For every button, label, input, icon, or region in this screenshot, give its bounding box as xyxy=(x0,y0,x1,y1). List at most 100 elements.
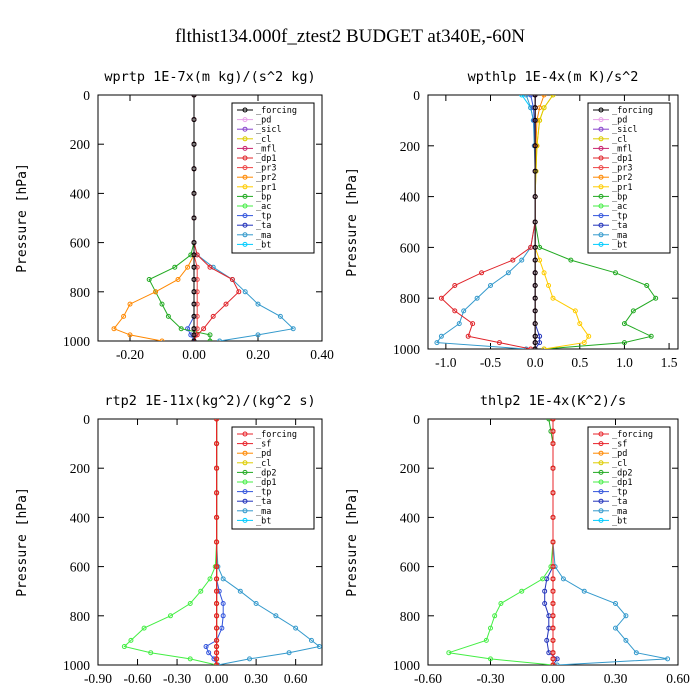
data-point xyxy=(194,326,200,332)
panel-title: thlp2 1E-4x(K^2)/s xyxy=(480,393,626,409)
legend-marker xyxy=(242,241,248,247)
legend-label: _cl xyxy=(256,459,271,469)
data-point xyxy=(541,270,547,276)
data-point xyxy=(214,539,220,545)
panel-0: wprtp 1E-7x(m kg)/(s^2 kg) Pressure [hPa]… xyxy=(15,69,334,362)
panel-title: rtp2 1E-11x(kg^2)/(kg^2 s) xyxy=(104,393,315,409)
legend-marker xyxy=(598,193,604,199)
data-point xyxy=(187,601,193,606)
x-tick-label: 0.0 xyxy=(527,355,544,370)
series-line-pr2 xyxy=(534,95,545,349)
legend-marker xyxy=(242,508,248,514)
legend-label: _ac xyxy=(612,202,627,212)
legend-label: _sf xyxy=(612,440,627,450)
data-point xyxy=(127,332,133,338)
data-point xyxy=(581,588,587,594)
x-tick-label: 0.60 xyxy=(666,671,690,686)
panels-group: wprtp 1E-7x(m kg)/(s^2 kg) Pressure [hPa]… xyxy=(15,69,690,686)
data-point xyxy=(621,321,627,327)
legend-marker xyxy=(242,489,248,495)
data-point xyxy=(532,308,538,314)
data-point xyxy=(528,346,534,349)
legend-label: _tp xyxy=(256,212,271,222)
data-point xyxy=(277,313,283,319)
legend-label: _forcing xyxy=(612,430,653,440)
figure-title: flthist134.000f_ztest2 BUDGET at340E,-60… xyxy=(175,26,525,47)
legend-label: _dp1 xyxy=(612,154,632,164)
data-point xyxy=(214,613,220,619)
y-tick-label: 800 xyxy=(70,285,91,300)
data-point xyxy=(191,264,197,270)
legend-label: _mfl xyxy=(612,144,632,154)
series-group xyxy=(111,95,296,341)
data-point xyxy=(198,588,204,594)
series-line-pr1 xyxy=(534,95,590,349)
data-point xyxy=(519,588,525,594)
data-point xyxy=(207,338,213,341)
data-point xyxy=(452,308,458,314)
data-point xyxy=(488,656,493,662)
data-point xyxy=(247,656,253,662)
data-point xyxy=(201,326,207,332)
legend-marker xyxy=(598,126,604,132)
panel-3: thlp2 1E-4x(K^2)/s Pressure [hPa] -0.60 -0.… xyxy=(345,393,690,686)
data-point xyxy=(194,252,200,258)
data-point xyxy=(550,625,556,631)
data-point xyxy=(194,289,200,295)
data-point xyxy=(191,332,197,338)
data-point xyxy=(214,419,220,422)
data-point xyxy=(541,95,547,98)
legend-label: _forcing xyxy=(612,106,653,116)
legend-label: _bt xyxy=(256,240,271,250)
data-point xyxy=(220,613,226,619)
x-tick-label: 0.00 xyxy=(182,347,206,362)
legend-marker xyxy=(242,450,248,456)
data-point xyxy=(532,244,538,250)
panel-2: rtp2 1E-11x(kg^2)/(kg^2 s) Pressure [hPa]… xyxy=(15,393,323,686)
data-point xyxy=(544,637,550,643)
data-point xyxy=(528,95,534,98)
legend: _forcing_pd_sicl_cl_mfl_dp1_pr3_pr2_pr1_… xyxy=(587,102,671,254)
data-point xyxy=(191,190,197,196)
plot-frame xyxy=(97,418,323,666)
legend-label: _sicl xyxy=(256,125,282,135)
data-point xyxy=(456,321,462,327)
legend-marker xyxy=(598,145,604,151)
y-tick-label: 200 xyxy=(70,461,91,476)
data-point xyxy=(293,625,299,631)
data-point xyxy=(167,613,173,619)
data-point xyxy=(505,270,511,276)
data-point xyxy=(214,564,220,570)
data-point xyxy=(623,613,629,619)
data-point xyxy=(644,283,650,288)
data-point xyxy=(483,637,489,643)
x-tick-label: 0.40 xyxy=(310,347,334,362)
legend-label: _dp1 xyxy=(256,478,276,488)
legend-label: _pd xyxy=(256,449,271,459)
data-point xyxy=(550,637,556,643)
x-tick-label: 0.20 xyxy=(246,347,270,362)
y-tick-label: 400 xyxy=(70,186,91,201)
series-group xyxy=(121,419,322,665)
legend-label: _ta xyxy=(256,221,271,231)
data-point xyxy=(474,295,480,301)
series-line-ma xyxy=(435,95,536,349)
y-tick-label: 600 xyxy=(400,240,421,255)
data-point xyxy=(172,264,178,270)
data-point xyxy=(523,95,529,98)
legend-marker xyxy=(598,136,604,142)
data-point xyxy=(550,428,556,434)
y-tick-label: 0 xyxy=(83,412,90,427)
y-tick-label: 0 xyxy=(413,88,420,103)
legend-marker xyxy=(242,498,248,504)
data-point xyxy=(532,95,538,98)
legend-label: _pr3 xyxy=(256,164,276,174)
data-point xyxy=(510,257,516,263)
legend-marker xyxy=(598,508,604,514)
legend-label: _mfl xyxy=(256,144,276,154)
data-point xyxy=(532,340,538,346)
series-line-dp1 xyxy=(448,419,554,665)
legend-label: _ta xyxy=(612,497,627,507)
data-point xyxy=(159,338,165,341)
data-point xyxy=(127,301,133,307)
